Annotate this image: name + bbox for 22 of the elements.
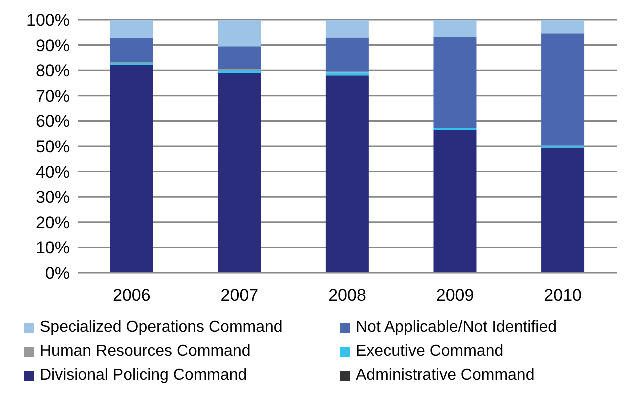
legend-label: Executive Command [356, 343, 504, 361]
x-tick-label: 2008 [328, 286, 366, 306]
legend-label: Divisional Policing Command [40, 367, 248, 385]
y-tick-label: 80% [36, 62, 70, 81]
y-tick-label: 100% [26, 11, 70, 30]
y-tick-label: 70% [36, 86, 70, 106]
legend-label: Human Resources Command [40, 343, 251, 361]
y-tick-label: 0% [45, 264, 70, 284]
y-tick-label: 20% [36, 213, 70, 232]
x-tick-label: 2006 [112, 286, 151, 306]
x-tick-label: 2009 [436, 286, 474, 306]
legend-label: Administrative Command [356, 367, 535, 385]
legend-label: Not Applicable/Not Identified [356, 319, 558, 337]
legend-label: Specialized Operations Command [40, 319, 283, 337]
y-tick-label: 60% [36, 112, 70, 132]
x-tick-label: 2007 [220, 286, 259, 306]
y-tick-label: 90% [36, 36, 70, 56]
y-tick-label: 30% [36, 188, 70, 208]
y-tick-label: 40% [36, 162, 70, 182]
y-tick-label: 50% [36, 138, 70, 157]
x-tick-label: 2010 [544, 286, 582, 306]
y-tick-label: 10% [36, 238, 70, 258]
